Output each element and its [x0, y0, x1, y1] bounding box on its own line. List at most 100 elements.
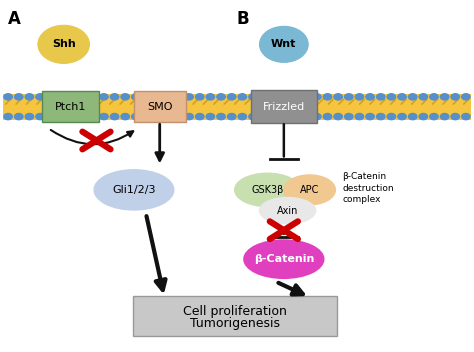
- Text: Axin: Axin: [277, 206, 298, 216]
- Circle shape: [323, 94, 332, 100]
- Ellipse shape: [235, 173, 300, 207]
- Circle shape: [409, 113, 417, 120]
- Circle shape: [302, 94, 310, 100]
- Ellipse shape: [244, 240, 324, 278]
- Circle shape: [334, 113, 342, 120]
- Circle shape: [270, 94, 279, 100]
- Circle shape: [217, 94, 225, 100]
- Circle shape: [419, 94, 428, 100]
- Circle shape: [376, 113, 385, 120]
- Circle shape: [195, 113, 204, 120]
- Circle shape: [355, 94, 364, 100]
- Text: A: A: [8, 10, 20, 28]
- Bar: [3, 94, 471, 120]
- Circle shape: [440, 113, 449, 120]
- Circle shape: [345, 94, 353, 100]
- Text: Wnt: Wnt: [271, 39, 297, 49]
- Circle shape: [292, 113, 300, 120]
- Circle shape: [57, 113, 65, 120]
- Circle shape: [142, 94, 151, 100]
- Circle shape: [419, 113, 428, 120]
- Circle shape: [281, 113, 289, 120]
- Text: β-Catenin: β-Catenin: [254, 254, 314, 264]
- Text: Ptch1: Ptch1: [55, 102, 86, 112]
- Circle shape: [38, 25, 90, 63]
- Circle shape: [409, 94, 417, 100]
- Text: Shh: Shh: [52, 39, 75, 49]
- Circle shape: [259, 113, 268, 120]
- Circle shape: [206, 94, 215, 100]
- Circle shape: [281, 94, 289, 100]
- Circle shape: [292, 94, 300, 100]
- Circle shape: [313, 94, 321, 100]
- Circle shape: [132, 94, 140, 100]
- Circle shape: [132, 113, 140, 120]
- Text: Tumorigenesis: Tumorigenesis: [190, 318, 280, 331]
- Circle shape: [398, 113, 406, 120]
- Circle shape: [462, 94, 470, 100]
- Circle shape: [323, 113, 332, 120]
- Circle shape: [334, 94, 342, 100]
- Circle shape: [110, 113, 119, 120]
- Circle shape: [100, 94, 108, 100]
- Text: GSK3β: GSK3β: [251, 185, 283, 195]
- Circle shape: [228, 94, 236, 100]
- Circle shape: [345, 113, 353, 120]
- FancyBboxPatch shape: [251, 90, 317, 123]
- Circle shape: [68, 94, 76, 100]
- Circle shape: [462, 113, 470, 120]
- Circle shape: [68, 113, 76, 120]
- Text: SMO: SMO: [147, 102, 173, 112]
- Circle shape: [430, 94, 438, 100]
- Circle shape: [451, 113, 459, 120]
- Circle shape: [57, 94, 65, 100]
- Circle shape: [89, 113, 98, 120]
- Circle shape: [174, 113, 182, 120]
- Circle shape: [89, 94, 98, 100]
- Circle shape: [142, 113, 151, 120]
- Circle shape: [153, 94, 161, 100]
- Text: B: B: [237, 10, 250, 28]
- Circle shape: [259, 26, 308, 62]
- Circle shape: [4, 113, 12, 120]
- Circle shape: [185, 94, 193, 100]
- Circle shape: [164, 113, 172, 120]
- Circle shape: [25, 113, 34, 120]
- Circle shape: [174, 94, 182, 100]
- Circle shape: [387, 94, 396, 100]
- Circle shape: [217, 113, 225, 120]
- Circle shape: [249, 113, 257, 120]
- Circle shape: [398, 94, 406, 100]
- Ellipse shape: [259, 197, 316, 224]
- Circle shape: [46, 113, 55, 120]
- FancyBboxPatch shape: [134, 91, 186, 122]
- Circle shape: [270, 113, 279, 120]
- Circle shape: [430, 113, 438, 120]
- Circle shape: [121, 113, 129, 120]
- Ellipse shape: [94, 170, 174, 210]
- FancyBboxPatch shape: [133, 296, 337, 337]
- Circle shape: [238, 94, 246, 100]
- Circle shape: [121, 94, 129, 100]
- Circle shape: [153, 113, 161, 120]
- Circle shape: [228, 113, 236, 120]
- Circle shape: [249, 94, 257, 100]
- Circle shape: [376, 94, 385, 100]
- Text: Cell proliferation: Cell proliferation: [182, 304, 287, 318]
- Ellipse shape: [284, 175, 336, 205]
- Circle shape: [36, 113, 44, 120]
- Circle shape: [78, 94, 87, 100]
- Circle shape: [36, 94, 44, 100]
- Circle shape: [366, 113, 374, 120]
- Text: β-Catenin
destruction
complex: β-Catenin destruction complex: [342, 172, 394, 205]
- Circle shape: [313, 113, 321, 120]
- Circle shape: [164, 94, 172, 100]
- Circle shape: [4, 94, 12, 100]
- Circle shape: [440, 94, 449, 100]
- Circle shape: [46, 94, 55, 100]
- Circle shape: [238, 113, 246, 120]
- Circle shape: [259, 94, 268, 100]
- Circle shape: [78, 113, 87, 120]
- Circle shape: [25, 94, 34, 100]
- Circle shape: [206, 113, 215, 120]
